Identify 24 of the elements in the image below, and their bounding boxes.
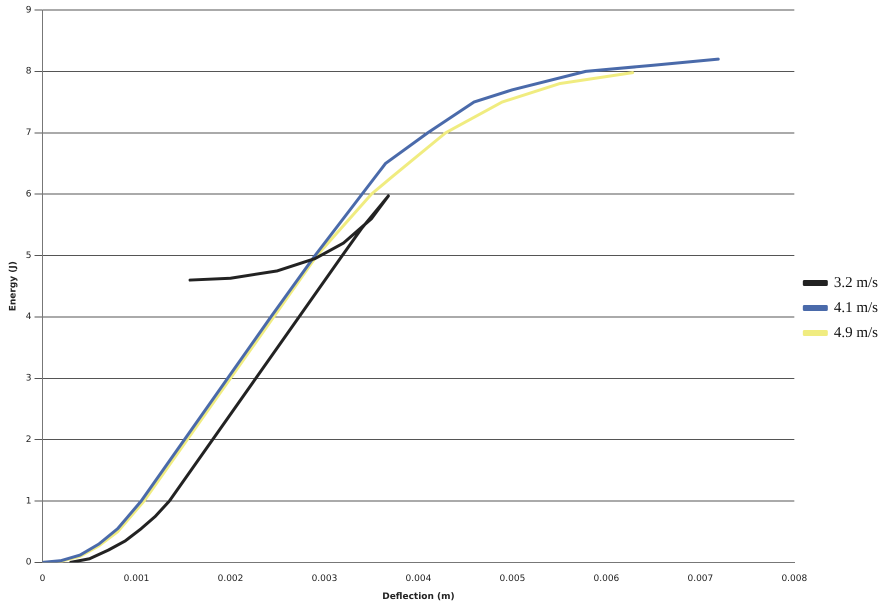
y-tick-label: 5 xyxy=(26,250,32,261)
y-tick-label: 9 xyxy=(26,5,32,16)
x-tick-label: 0.004 xyxy=(406,574,432,584)
y-tick-label: 2 xyxy=(26,434,32,445)
x-tick-label: 0.003 xyxy=(312,574,338,584)
x-tick-label: 0.005 xyxy=(500,574,526,584)
y-axis-title: Energy (J) xyxy=(8,261,19,312)
x-tick-label: 0.002 xyxy=(218,574,244,584)
x-tick-label: 0 xyxy=(40,574,46,584)
y-tick-label: 6 xyxy=(26,189,32,200)
x-tick-label: 0.006 xyxy=(593,574,620,584)
x-axis-title: Deflection (m) xyxy=(382,592,455,602)
y-tick-label: 4 xyxy=(26,312,32,322)
y-tick-label: 7 xyxy=(26,128,32,138)
y-tick-label: 3 xyxy=(26,374,32,384)
y-tick-label: 0 xyxy=(26,558,32,568)
legend-label: 3.2 m/s xyxy=(834,274,878,291)
x-tick-label: 0.001 xyxy=(124,574,150,584)
legend-label: 4.1 m/s xyxy=(834,300,878,316)
legend-label: 4.9 m/s xyxy=(834,324,878,341)
y-tick-label: 8 xyxy=(26,66,32,77)
y-tick-label: 1 xyxy=(26,496,32,506)
x-tick-label: 0.008 xyxy=(781,574,808,584)
x-tick-label: 0.007 xyxy=(687,574,714,584)
